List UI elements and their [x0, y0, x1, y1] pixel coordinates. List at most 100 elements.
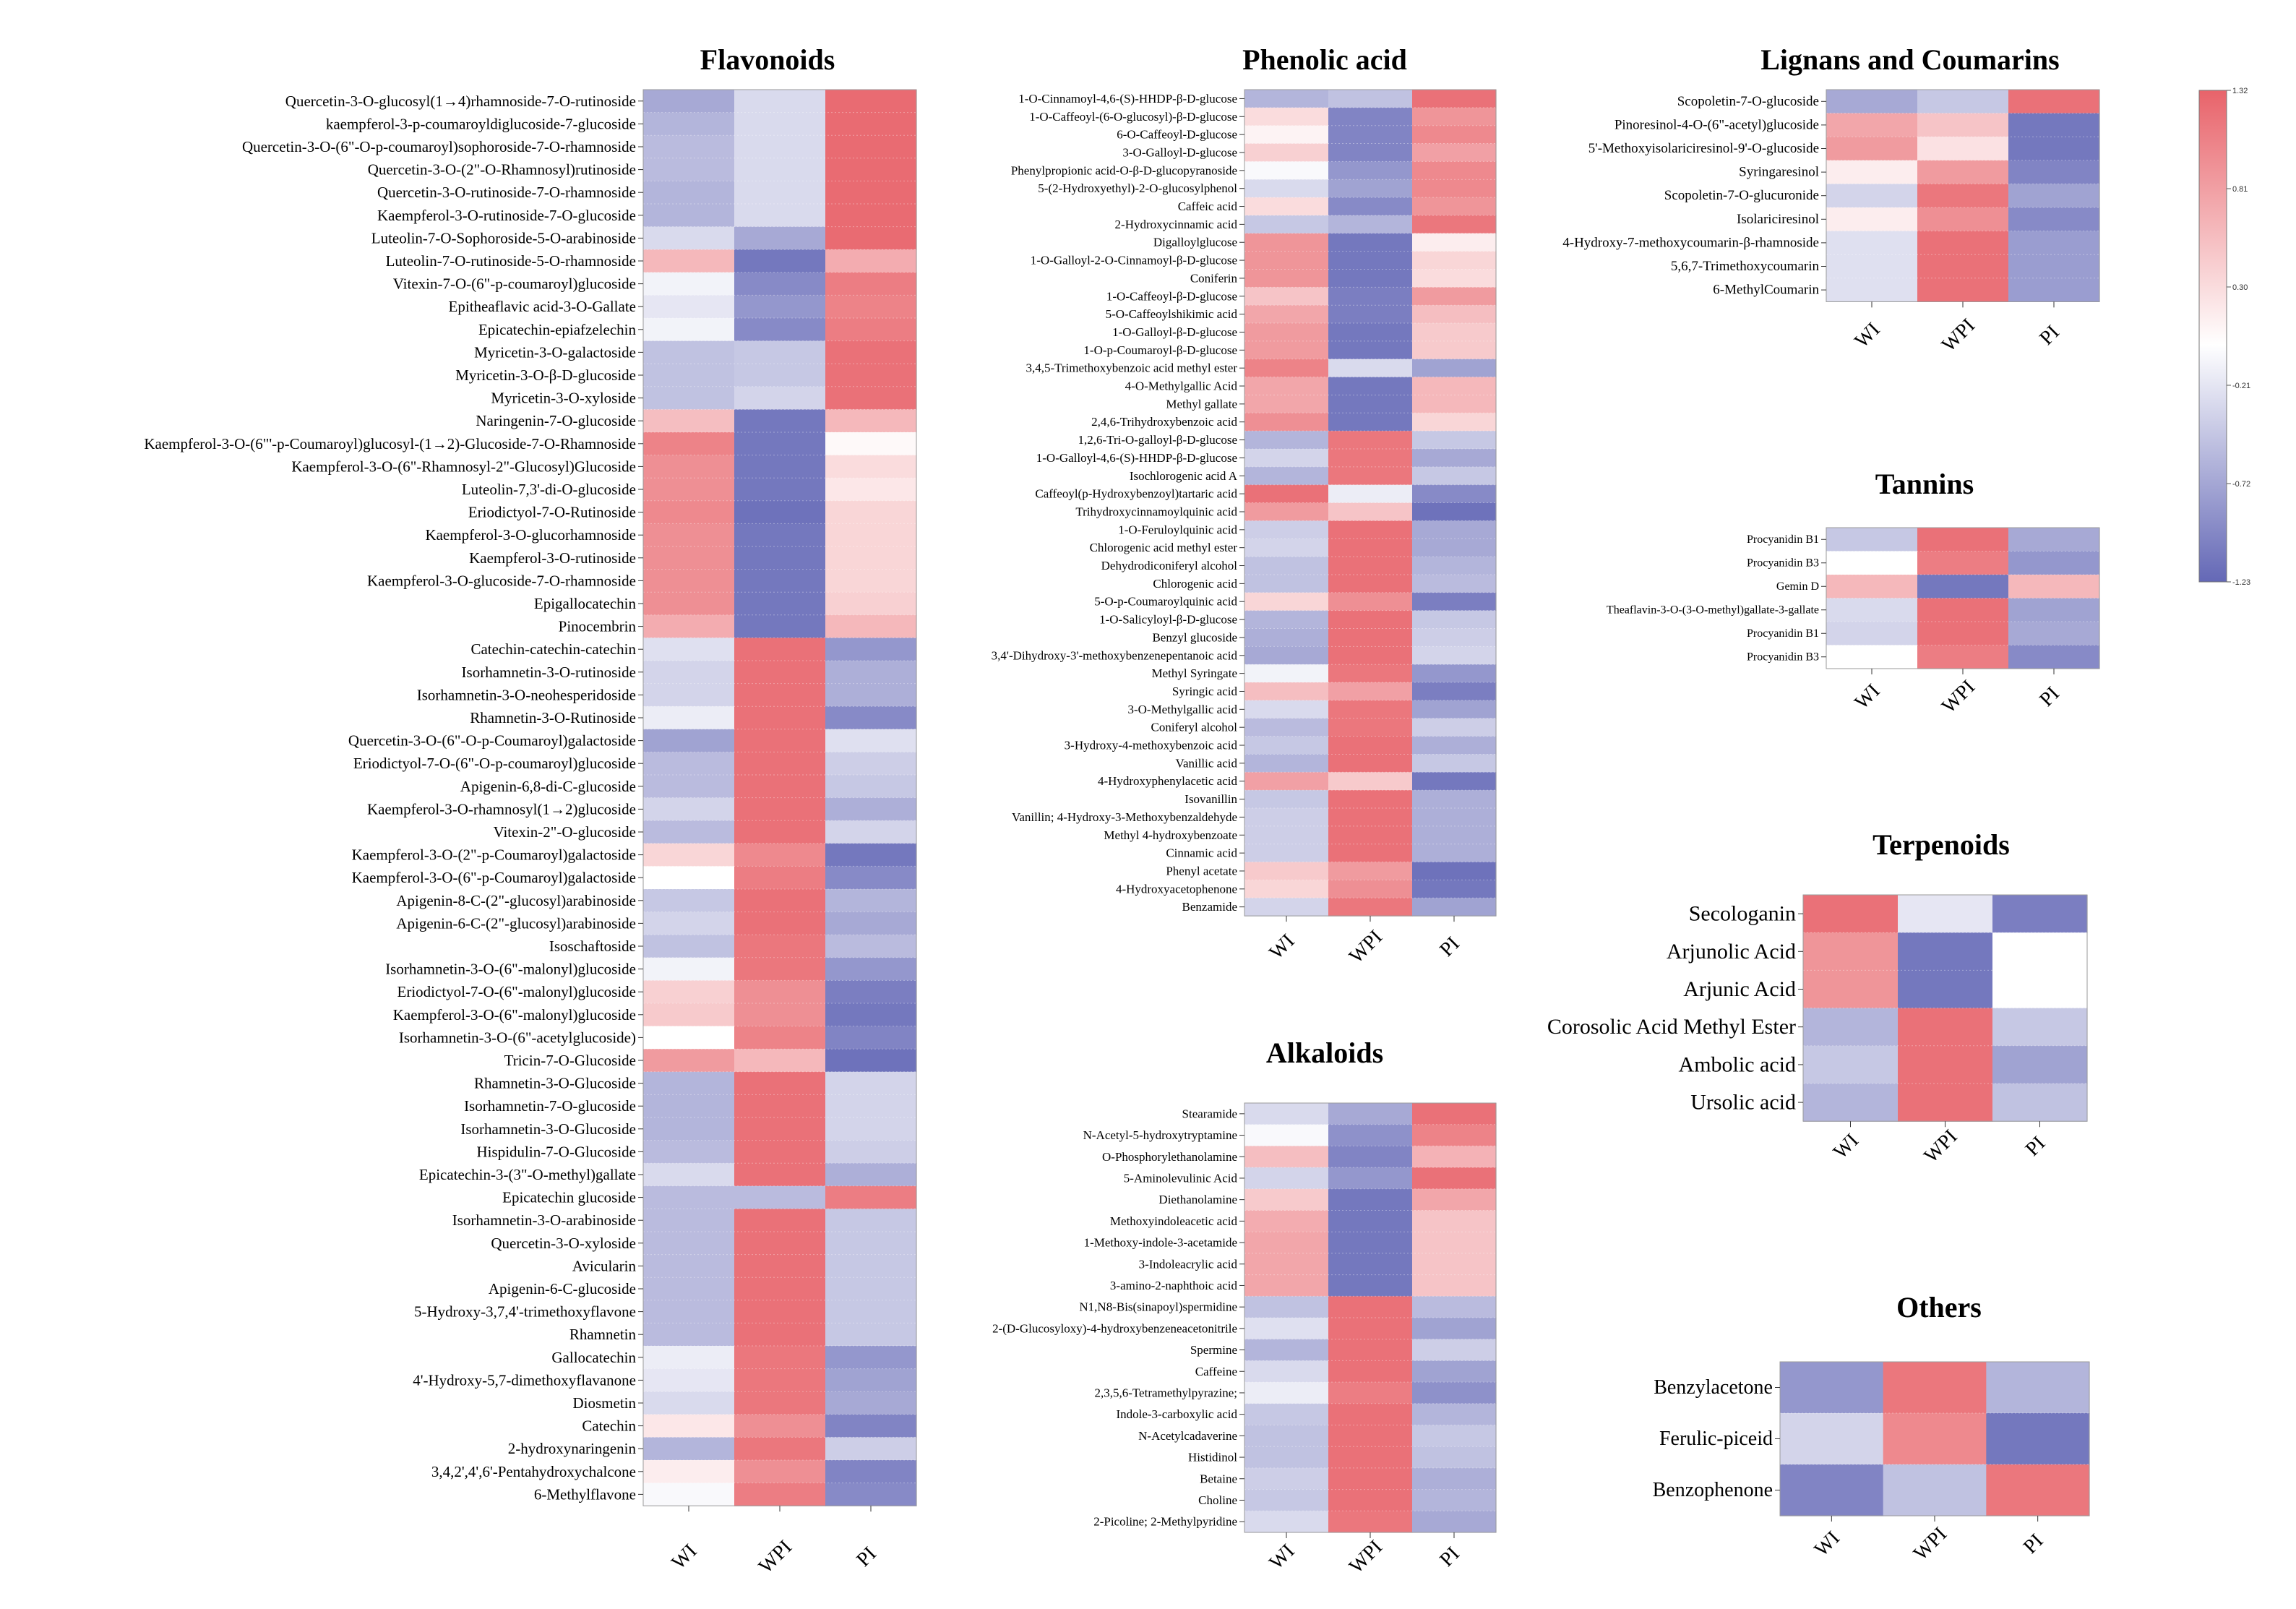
- heatmap-cell-flavonoids-3-1: [734, 158, 826, 181]
- row-label-flavonoids-36: Apigenin-6-C-(2"-glucosyl)arabinoside: [396, 914, 636, 932]
- heatmap-cell-tannins-5-1: [1917, 645, 2009, 669]
- heatmap-cell-phenolic-37-1: [1328, 754, 1413, 773]
- heatmap-cell-alkaloids-2-0: [1244, 1146, 1329, 1168]
- heatmap-cell-lignans-3-0: [1826, 160, 1918, 184]
- heatmap-cell-phenolic-30-0: [1244, 628, 1329, 647]
- heatmap-cell-alkaloids-16-2: [1412, 1446, 1497, 1469]
- heatmap-cell-alkaloids-17-0: [1244, 1467, 1329, 1490]
- heatmap-cell-flavonoids-48-1: [734, 1185, 826, 1209]
- heatmap-cell-phenolic-16-2: [1412, 377, 1497, 396]
- row-label-lignans-2: 5'-Methoxyisolariciresinol-9'-O-glucosid…: [1588, 141, 1819, 156]
- heatmap-cell-phenolic-18-1: [1328, 413, 1413, 432]
- heatmap-cell-lignans-2-2: [2008, 137, 2100, 161]
- heatmap-cell-flavonoids-31-0: [643, 797, 735, 821]
- heatmap-cell-phenolic-15-0: [1244, 359, 1329, 378]
- heatmap-cell-alkaloids-13-1: [1328, 1382, 1413, 1404]
- col-label-others-PI: PI: [2019, 1529, 2048, 1558]
- row-label-flavonoids-25: Isorhamnetin-3-O-rutinoside: [462, 664, 636, 681]
- heatmap-cell-flavonoids-37-0: [643, 935, 735, 958]
- heatmap-cell-flavonoids-27-1: [734, 706, 826, 730]
- heatmap-cell-flavonoids-59-0: [643, 1437, 735, 1461]
- heatmap-cell-flavonoids-7-2: [825, 249, 917, 273]
- heatmap-cell-alkaloids-19-1: [1328, 1511, 1413, 1533]
- heatmap-cell-phenolic-0-1: [1328, 90, 1413, 108]
- heatmap-cell-flavonoids-25-2: [825, 661, 917, 685]
- heatmap-cell-flavonoids-28-2: [825, 729, 917, 752]
- row-label-alkaloids-2: O-Phosphorylethanolamine: [1102, 1150, 1237, 1164]
- row-label-flavonoids-40: Kaempferol-3-O-(6"-malonyl)glucoside: [393, 1006, 636, 1024]
- heatmap-cell-phenolic-14-2: [1412, 340, 1497, 360]
- colorbar: [2198, 90, 2227, 583]
- heatmap-cell-phenolic-6-0: [1244, 197, 1329, 216]
- heatmap-cell-phenolic-7-2: [1412, 215, 1497, 234]
- heatmap-cell-tannins-1-1: [1917, 551, 2009, 575]
- heatmap-cell-phenolic-13-0: [1244, 323, 1329, 342]
- heatmap-cell-phenolic-43-2: [1412, 862, 1497, 880]
- row-label-flavonoids-35: Apigenin-8-C-(2"-glucosyl)arabinoside: [396, 892, 636, 909]
- heatmap-cell-flavonoids-19-1: [734, 523, 826, 547]
- heatmap-cell-phenolic-16-1: [1328, 377, 1413, 396]
- heatmap-cell-phenolic-12-1: [1328, 305, 1413, 324]
- heatmap-cell-phenolic-15-1: [1328, 359, 1413, 378]
- heatmap-cell-lignans-1-2: [2008, 113, 2100, 137]
- row-label-flavonoids-34: Kaempferol-3-O-(6"-p-Coumaroyl)galactosi…: [352, 869, 636, 886]
- heatmap-cell-flavonoids-5-1: [734, 204, 826, 228]
- heatmap-cell-phenolic-33-2: [1412, 682, 1497, 701]
- heatmap-cell-flavonoids-41-0: [643, 1026, 735, 1050]
- heatmap-cell-phenolic-22-2: [1412, 484, 1497, 504]
- colorbar-label: 0.81: [2232, 185, 2248, 194]
- row-label-flavonoids-10: Epicatechin-epiafzelechin: [478, 321, 637, 338]
- heatmap-cell-flavonoids-39-2: [825, 980, 917, 1004]
- heatmap-cell-flavonoids-3-2: [825, 158, 917, 181]
- heatmap-cell-flavonoids-47-0: [643, 1163, 735, 1187]
- heatmap-cell-flavonoids-4-0: [643, 181, 735, 205]
- colorbar-label: -0.21: [2232, 382, 2250, 390]
- row-label-flavonoids-48: Epicatechin glucoside: [502, 1189, 636, 1206]
- heatmap-cell-flavonoids-0-1: [734, 90, 826, 113]
- heatmap-cell-flavonoids-12-0: [643, 364, 735, 387]
- heatmap-cell-phenolic-13-2: [1412, 323, 1497, 342]
- heatmap-cell-lignans-2-1: [1917, 137, 2009, 161]
- heatmap-cell-tannins-3-1: [1917, 598, 2009, 622]
- heatmap-cell-phenolic-41-0: [1244, 825, 1329, 845]
- heatmap-cell-flavonoids-61-1: [734, 1483, 826, 1506]
- heatmap-cell-phenolic-18-2: [1412, 413, 1497, 432]
- heatmap-cell-phenolic-2-2: [1412, 125, 1497, 145]
- heatmap-cell-flavonoids-14-1: [734, 409, 826, 433]
- heatmap-cell-flavonoids-35-1: [734, 889, 826, 913]
- heatmap-cell-phenolic-36-2: [1412, 736, 1497, 755]
- heatmap-cell-phenolic-45-2: [1412, 898, 1497, 917]
- heatmap-cell-flavonoids-34-0: [643, 866, 735, 890]
- heatmap-cell-phenolic-36-1: [1328, 736, 1413, 755]
- row-label-flavonoids-50: Quercetin-3-O-xyloside: [491, 1235, 636, 1252]
- heatmap-cell-flavonoids-38-0: [643, 957, 735, 981]
- heatmap-cell-flavonoids-32-2: [825, 820, 917, 844]
- heatmap-cell-alkaloids-13-0: [1244, 1382, 1329, 1404]
- heatmap-cell-flavonoids-13-1: [734, 386, 826, 410]
- row-label-flavonoids-26: Isorhamnetin-3-O-neohesperidoside: [417, 686, 636, 703]
- heatmap-cell-flavonoids-12-1: [734, 364, 826, 387]
- heatmap-cell-phenolic-23-0: [1244, 502, 1329, 521]
- heatmap-cell-phenolic-40-1: [1328, 808, 1413, 827]
- heatmap-cell-flavonoids-22-0: [643, 592, 735, 616]
- heatmap-cell-flavonoids-38-1: [734, 957, 826, 981]
- heatmap-cell-flavonoids-10-1: [734, 318, 826, 342]
- row-label-phenolic-38: 4-Hydroxyphenylacetic acid: [1098, 774, 1238, 788]
- heatmap-cell-flavonoids-36-1: [734, 911, 826, 935]
- heatmap-cell-phenolic-17-2: [1412, 395, 1497, 413]
- heatmap-cell-terpenoids-3-0: [1803, 1008, 1899, 1047]
- heatmap-cell-tannins-0-2: [2008, 528, 2100, 552]
- heatmap-cell-phenolic-11-2: [1412, 287, 1497, 306]
- heatmap-cell-flavonoids-25-0: [643, 661, 735, 685]
- heatmap-cell-flavonoids-34-2: [825, 866, 917, 890]
- heatmap-cell-flavonoids-57-0: [643, 1391, 735, 1415]
- heatmap-cell-phenolic-8-1: [1328, 233, 1413, 252]
- row-label-alkaloids-5: Methoxyindoleacetic acid: [1110, 1214, 1238, 1228]
- heatmap-cell-flavonoids-27-2: [825, 706, 917, 730]
- heatmap-cell-alkaloids-15-1: [1328, 1425, 1413, 1447]
- row-label-flavonoids-56: 4'-Hydroxy-5,7-dimethoxyflavanone: [413, 1371, 636, 1389]
- heatmap-cell-alkaloids-12-1: [1328, 1360, 1413, 1383]
- row-label-phenolic-28: 5-O-p-Coumaroylquinic acid: [1094, 595, 1237, 609]
- row-label-lignans-4: Scopoletin-7-O-glucuronide: [1664, 188, 1819, 203]
- heatmap-cell-phenolic-25-0: [1244, 539, 1329, 557]
